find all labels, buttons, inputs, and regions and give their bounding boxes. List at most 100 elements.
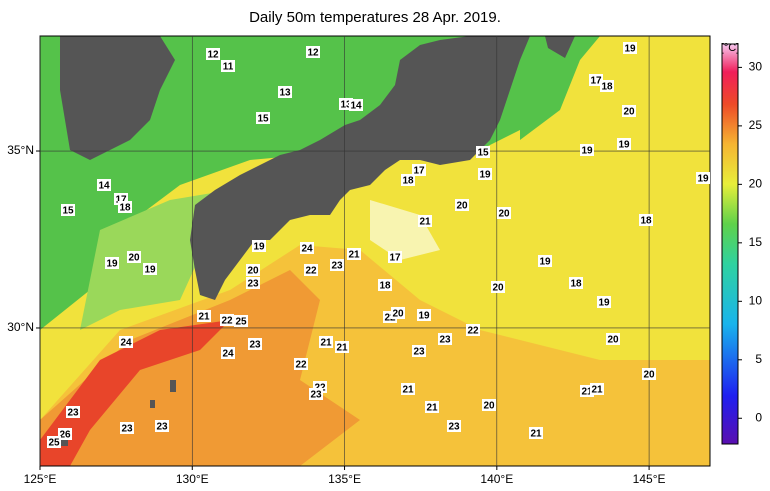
contour-label: 25: [235, 317, 247, 328]
contour-label-bg: [529, 427, 543, 439]
contour-label-bg: [319, 336, 333, 348]
contour-label-bg: [246, 277, 260, 289]
contour-label: 20: [623, 107, 635, 118]
x-tick-label: 135°E: [328, 472, 361, 486]
contour-label: 19: [581, 146, 593, 157]
contour-label: 20: [483, 401, 495, 412]
contour-label-bg: [347, 248, 361, 260]
contour-label-bg: [294, 358, 308, 370]
contour-label-bg: [600, 80, 614, 92]
contour-label: 20: [498, 209, 510, 220]
contour-label: 22: [467, 326, 479, 337]
contour-label: 21: [336, 343, 348, 354]
contour-label: 21: [426, 403, 438, 414]
contour-label-bg: [622, 105, 636, 117]
contour-label-bg: [256, 112, 270, 124]
colorbar-tick-label: 25: [749, 118, 763, 132]
contour-label-bg: [61, 204, 75, 216]
contour-label: 17: [413, 166, 425, 177]
contour-label: 11: [223, 62, 234, 73]
contour-label: 21: [419, 217, 431, 228]
contour-label-bg: [617, 138, 631, 150]
contour-label-bg: [118, 201, 132, 213]
contour-label: 23: [249, 340, 261, 351]
contour-label: 18: [601, 82, 613, 93]
contour-label: 18: [379, 281, 391, 292]
contour-label: 17: [590, 76, 602, 87]
contour-label-bg: [330, 259, 344, 271]
contour-label: 14: [350, 101, 362, 112]
contour-label-bg: [491, 281, 505, 293]
map-field: [40, 36, 710, 466]
contour-label-bg: [119, 336, 133, 348]
contour-label-bg: [300, 242, 314, 254]
contour-label: 20: [607, 335, 619, 346]
x-tick-label: 130°E: [176, 472, 209, 486]
contour-label: 24: [120, 338, 132, 349]
x-tick-label: 140°E: [480, 472, 513, 486]
contour-label-bg: [401, 383, 415, 395]
contour-label-bg: [538, 255, 552, 267]
contour-label: 24: [301, 244, 313, 255]
contour-label: 22: [295, 360, 307, 371]
y-tick-label: 30°N: [7, 320, 34, 334]
colorbar-tick-label: 20: [749, 177, 763, 191]
contour-label-bg: [418, 215, 432, 227]
contour-label: 21: [591, 385, 603, 396]
contour-label: 14: [98, 181, 110, 192]
contour-label: 20: [492, 283, 504, 294]
contour-label: 19: [144, 265, 156, 276]
contour-label-bg: [623, 42, 637, 54]
contour-label-bg: [378, 279, 392, 291]
contour-label: 17: [389, 253, 401, 264]
contour-label: 23: [247, 279, 259, 290]
contour-label-bg: [120, 422, 134, 434]
contour-label: 19: [618, 140, 630, 151]
contour-label: 19: [697, 174, 709, 185]
contour-label-bg: [221, 347, 235, 359]
contour-label-bg: [597, 296, 611, 308]
contour-label-bg: [589, 74, 603, 86]
contour-label-bg: [220, 314, 234, 326]
contour-label-bg: [47, 436, 61, 448]
contour-label: 19: [598, 298, 610, 309]
contour-label-bg: [580, 144, 594, 156]
contour-label: 13: [279, 88, 291, 99]
contour-label: 21: [348, 250, 360, 261]
contour-label: 19: [624, 44, 636, 55]
contour-label-bg: [476, 146, 490, 158]
contour-label-bg: [425, 401, 439, 413]
contour-label: 19: [253, 242, 265, 253]
contour-label-bg: [252, 240, 266, 252]
contour-label: 20: [456, 201, 468, 212]
contour-label: 17: [115, 195, 127, 206]
contour-label: 12: [207, 50, 219, 61]
colorbar-unit: [°C]: [721, 42, 739, 54]
contour-label-bg: [639, 214, 653, 226]
contour-label: 18: [640, 216, 652, 227]
contour-label-bg: [696, 172, 710, 184]
colorbar-tick-label: 15: [749, 235, 763, 249]
contour-label: 20: [643, 370, 655, 381]
contour-label-bg: [417, 309, 431, 321]
colorbar: [721, 43, 739, 445]
contour-label: 20: [247, 266, 259, 277]
contour-label: 24: [222, 349, 234, 360]
contour-label: 21: [320, 338, 332, 349]
contour-label-bg: [206, 48, 220, 60]
contour-label: 19: [106, 259, 118, 270]
contour-label-bg: [58, 428, 72, 440]
contour-label-bg: [569, 277, 583, 289]
contour-label-bg: [478, 168, 492, 180]
contour-label-bg: [246, 264, 260, 276]
contour-label: 23: [156, 422, 168, 433]
contour-label: 18: [570, 279, 582, 290]
contour-label-bg: [97, 179, 111, 191]
contour-label: 21: [198, 312, 210, 323]
contour-label: 23: [67, 408, 79, 419]
contour-label-bg: [349, 99, 363, 111]
colorbar-tick-label: 0: [755, 410, 762, 424]
colorbar-tick-label: 10: [749, 293, 763, 307]
contour-label: 19: [418, 311, 430, 322]
